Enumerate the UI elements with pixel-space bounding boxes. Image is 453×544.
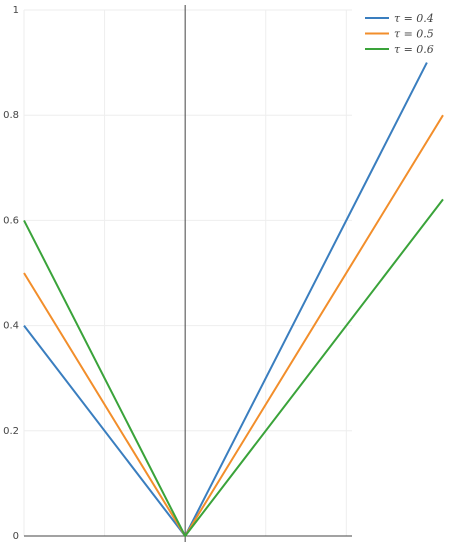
y-tick-labels: 0 0.2 0.4 0.6 0.8 1: [3, 5, 19, 542]
legend-label: τ = 0.6: [394, 43, 434, 56]
gridlines: [23, 9, 352, 536]
y-tick-label: 1: [13, 5, 19, 16]
series-lines: [23, 62, 444, 537]
series-line-3: [23, 198, 444, 537]
y-tick-label: 0.2: [3, 426, 19, 437]
y-tick-label: 0: [13, 531, 19, 542]
legend: τ = 0.4 τ = 0.5 τ = 0.6: [365, 12, 434, 56]
y-tick-label: 0.6: [3, 215, 19, 226]
legend-label: τ = 0.5: [394, 28, 434, 41]
axes: [24, 5, 352, 542]
legend-label: τ = 0.4: [394, 12, 434, 25]
y-tick-label: 0.8: [3, 110, 19, 121]
y-tick-label: 0.4: [3, 321, 19, 332]
